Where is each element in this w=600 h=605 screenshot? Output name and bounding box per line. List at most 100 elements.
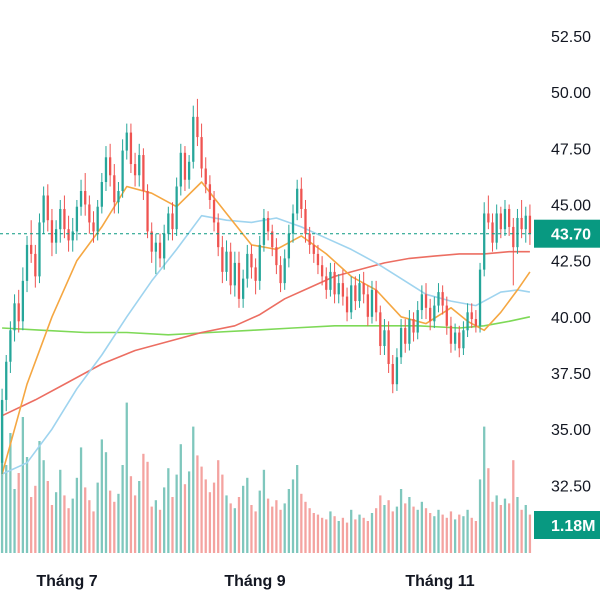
- candle: [158, 233, 162, 268]
- candle-body: [117, 191, 120, 203]
- candle: [212, 191, 216, 232]
- candle-body: [383, 330, 386, 347]
- volume-bar: [21, 417, 25, 553]
- candle-body: [242, 278, 245, 299]
- volume-bar: [437, 509, 440, 553]
- candle: [121, 139, 124, 198]
- candle: [63, 195, 66, 239]
- candle-body: [312, 244, 315, 254]
- candle-body: [433, 305, 436, 322]
- y-tick-label: 52.50: [551, 29, 591, 46]
- volume-bar: [242, 485, 245, 553]
- candle-body: [100, 182, 103, 207]
- candle-body: [9, 330, 12, 362]
- volume-bar: [296, 465, 299, 553]
- last-price-tag: 43.70: [534, 219, 600, 248]
- volume-bar: [300, 493, 303, 553]
- candle: [25, 235, 29, 293]
- candle: [42, 186, 45, 234]
- candle: [100, 173, 103, 214]
- volume-bar: [520, 509, 523, 553]
- candle-body: [512, 226, 515, 248]
- volume-bar: [171, 497, 174, 553]
- volume-bar: [30, 497, 33, 553]
- volume-bar: [528, 514, 532, 553]
- candle-body: [345, 296, 349, 313]
- volume-bar: [291, 479, 295, 553]
- volume-bar: [379, 495, 382, 553]
- candle: [258, 235, 261, 290]
- volume-bar: [508, 503, 511, 553]
- volume-bar: [96, 482, 99, 553]
- volume-bar: [183, 484, 187, 553]
- candle-body: [179, 152, 182, 187]
- volume-bar: [50, 505, 54, 553]
- candle: [204, 157, 207, 194]
- volume-bar: [329, 511, 332, 553]
- candle: [59, 199, 62, 243]
- candle: [275, 238, 278, 275]
- candle: [487, 195, 490, 230]
- volume-bar: [142, 453, 145, 553]
- candle: [187, 155, 191, 189]
- candle-body: [221, 247, 224, 272]
- candle-body: [362, 283, 365, 295]
- candle: [404, 319, 407, 353]
- volume-bar: [316, 514, 320, 553]
- volume-bar: [271, 506, 274, 553]
- volume-bar: [387, 500, 390, 553]
- volume-bar: [283, 503, 286, 553]
- candle-body: [320, 265, 324, 277]
- candle-body: [495, 213, 498, 243]
- candle: [208, 175, 212, 209]
- volume-bar: [445, 517, 448, 553]
- candle-body: [121, 150, 124, 191]
- y-tick-label: 37.50: [551, 366, 591, 383]
- last-price-label: 43.70: [551, 227, 591, 244]
- candle-body: [466, 312, 469, 331]
- candle: [250, 244, 253, 279]
- candle-body: [88, 204, 91, 223]
- candle-body: [104, 157, 108, 183]
- candle: [345, 287, 349, 322]
- candle: [125, 123, 128, 160]
- volume-bar: [449, 511, 453, 553]
- volume-bar: [495, 495, 498, 553]
- candle-body: [329, 271, 332, 290]
- volume-bar: [478, 479, 482, 553]
- candle: [416, 301, 419, 340]
- candle: [34, 244, 37, 288]
- volume-bar: [287, 489, 291, 553]
- candle-body: [5, 361, 8, 400]
- candle-body: [333, 271, 336, 295]
- candle-body: [375, 289, 378, 313]
- volume-bar: [308, 508, 311, 553]
- candle: [279, 256, 282, 293]
- candle-body: [54, 229, 58, 243]
- volume-bar: [38, 441, 41, 553]
- candle-body: [483, 213, 486, 270]
- candle: [296, 179, 299, 221]
- candle: [429, 298, 432, 331]
- candle: [242, 269, 245, 308]
- volume-bar: [312, 513, 315, 553]
- x-tick-label: Tháng 7: [36, 573, 97, 590]
- volume-bar: [104, 452, 108, 553]
- volume-bar: [221, 474, 224, 553]
- candle: [458, 325, 461, 358]
- volume-bar: [341, 517, 345, 553]
- candle: [21, 267, 25, 331]
- candle-body: [79, 191, 83, 207]
- candle: [167, 206, 170, 241]
- candle: [453, 323, 457, 351]
- volume-bar: [474, 521, 478, 553]
- volume-bar: [424, 508, 428, 553]
- volume-bar: [399, 489, 403, 553]
- volume-bar: [146, 461, 149, 553]
- candle: [5, 355, 8, 412]
- y-tick-label: 50.00: [551, 85, 591, 102]
- volume-bar: [362, 517, 365, 553]
- volume-bar: [453, 519, 457, 553]
- candle-body: [30, 244, 33, 254]
